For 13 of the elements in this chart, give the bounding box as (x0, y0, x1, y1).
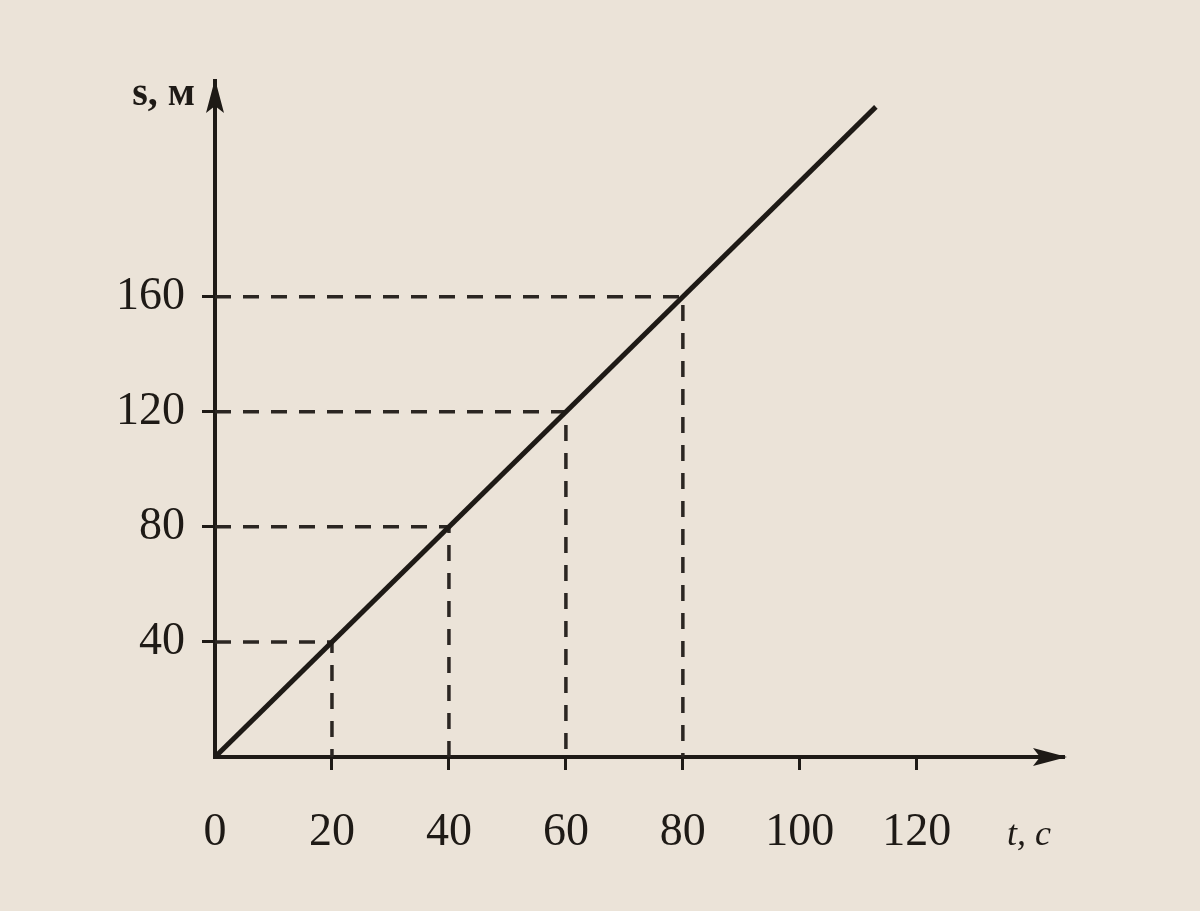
y-tick-label: 120 (116, 382, 185, 434)
x-tick-label: 120 (882, 803, 952, 855)
x-tick-label: 0 (203, 803, 227, 855)
x-tick-label: 20 (308, 803, 355, 855)
x-tick-label: 100 (765, 803, 835, 855)
y-tick-label: 40 (139, 613, 185, 665)
y-tick-label: 80 (139, 497, 185, 549)
x-tick-label: 40 (425, 803, 472, 855)
y-tick-label: 160 (116, 267, 185, 319)
y-axis-title: s, м (132, 69, 195, 114)
x-tick-label: 60 (542, 803, 589, 855)
x-tick-label: 80 (659, 803, 706, 855)
x-axis-title: t, с (1007, 813, 1051, 853)
